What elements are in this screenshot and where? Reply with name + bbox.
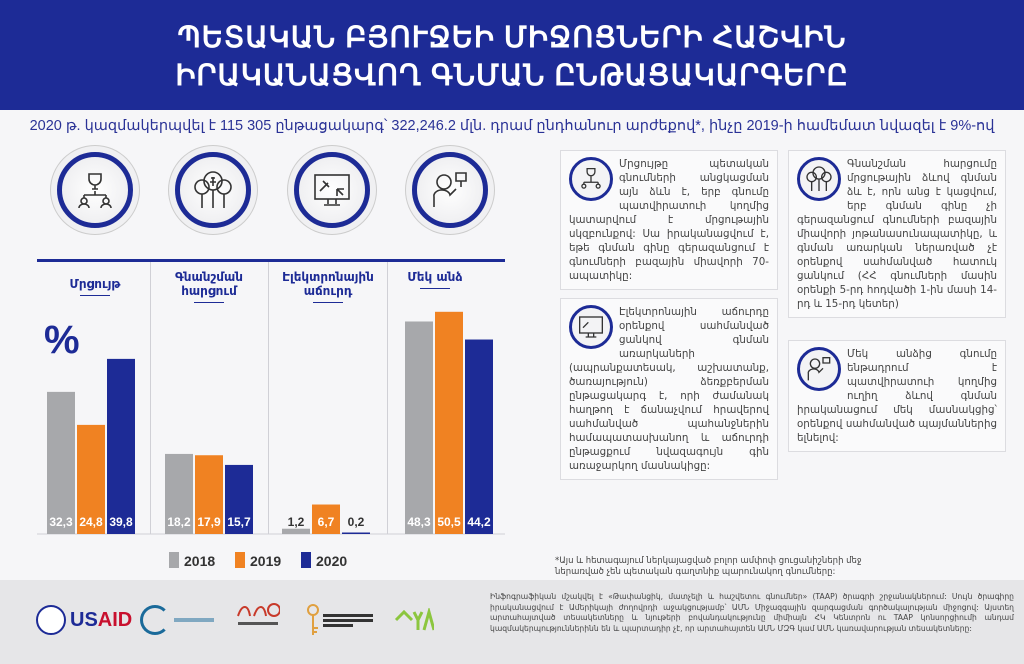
data-label: 17,9 [197,515,221,529]
bar-2018-3 [405,321,433,534]
info-box-single-source: Մեկ անձից գնումը ենթադրում է պատվիրատուի… [788,340,1006,452]
category-label-quotation: Գնանշման հարցում [156,270,262,303]
tournament-bracket-icon [57,152,133,228]
bar-2020-3 [465,339,493,534]
bar-2018-1 [165,453,193,534]
legend-label-2018: 2018 [184,553,215,569]
title-line-1: ՊԵՏԱԿԱՆ ԲՅՈՒՋԵԻ ՄԻՋՈՑՆԵՐԻ ՀԱՇՎԻՆ [177,22,847,54]
oxygen-logo [140,602,214,638]
dram-balloons-icon [175,152,251,228]
info-text: Մրցույթը պետական գնումների անցկացման այն… [569,158,769,282]
bar-chart: 32,3 24,8 39,8 18,2 17,9 15,7 1,2 6,7 0,2 48,3 50,… [37,311,505,569]
data-label: 15,7 [227,515,251,529]
info-text: Գնանշման հարցումը մրցութային ձևով գնման … [797,158,997,310]
subtitle: 2020 թ. կազմակերպվել է 115 305 ընթացակար… [29,118,995,134]
data-label: 50,5 [437,515,461,529]
legend-label-2019: 2019 [250,553,281,569]
info-column-left: Մրցույթը պետական գնումների անցկացման այն… [560,150,778,480]
data-label: 24,8 [79,515,103,529]
legend-swatch-2020 [301,552,311,568]
bar-2019-1 [195,455,223,534]
bar-2018-2 [282,528,310,534]
foi-center-logo [306,602,373,638]
unit-label: % [44,318,80,362]
legend-label-2020: 2020 [316,553,347,569]
legend-swatch-2019 [235,552,245,568]
online-auction-icon [294,152,370,228]
category-label-single-source: Մեկ անձ [395,270,475,289]
data-label: 32,3 [49,515,73,529]
bar-2019-2 [312,504,340,534]
footnote: *Այս և հետագայում ներկայացված բոլոր ամփո… [555,556,862,577]
data-label: 0,2 [348,515,365,529]
data-label: 48,3 [407,515,431,529]
header-banner: ՊԵՏԱԿԱՆ ԲՅՈՒՋԵԻ ՄԻՋՈՑՆԵՐԻ ՀԱՇՎԻՆ ԻՐԱԿԱՆԱ… [0,0,1024,110]
yya-logo [394,602,434,638]
column-divider [150,262,151,534]
column-divider [268,262,269,534]
dram-balloons-icon [797,157,841,201]
bar-2020-2 [342,532,370,534]
chart-top-rule [37,259,505,262]
column-divider [387,262,388,534]
bar-2019-3 [435,311,463,534]
info-text: Մեկ անձից գնումը ենթադրում է պատվիրատուի… [797,348,997,444]
bar-2020-0 [107,358,135,534]
legend-swatch-2018 [169,552,179,568]
info-box-quotation: Գնանշման հարցումը մրցութային ձևով գնման … [788,150,1006,318]
disclaimer: Ինֆոգրաֆիկան մշակվել է «Թափանցիկ, մատչել… [490,592,1014,633]
tournament-bracket-icon [569,157,613,201]
online-auction-icon [569,305,613,349]
bar-2019-0 [77,424,105,534]
bar-2020-1 [225,464,253,534]
category-label-competition: Մրցույթ [40,277,150,296]
data-label: 18,2 [167,515,191,529]
bar-2018-0 [47,391,75,534]
data-label: 6,7 [318,515,335,529]
category-label-e-auction: Էլեկտրոնային աճուրդ [272,270,384,303]
footer: US AID Ինֆոգրաֆիկան մշակվել է «Թափանցիկ, … [0,580,1024,664]
single-person-icon [412,152,488,228]
info-column-right: Գնանշման հարցումը մրցութային ձևով գնման … [788,150,1006,452]
title-line-2: ԻՐԱԿԱՆԱՑՎՈՂ ԳՆՄԱՆ ԸՆԹԱՑԱԿԱՐԳԵՐԸ [175,60,849,92]
info-box-e-auction: Էլեկտրոնային աճուրդը օրենքով սահմանված ց… [560,298,778,480]
data-label: 1,2 [288,515,305,529]
info-text: Էլեկտրոնային աճուրդը օրենքով սահմանված ց… [569,306,769,472]
single-person-icon [797,347,841,391]
data-label: 39,8 [109,515,133,529]
ngo-center-logo [236,602,280,638]
info-box-competition: Մրցույթը պետական գնումների անցկացման այն… [560,150,778,290]
data-label: 44,2 [467,515,491,529]
usaid-logo: US AID [36,602,132,638]
